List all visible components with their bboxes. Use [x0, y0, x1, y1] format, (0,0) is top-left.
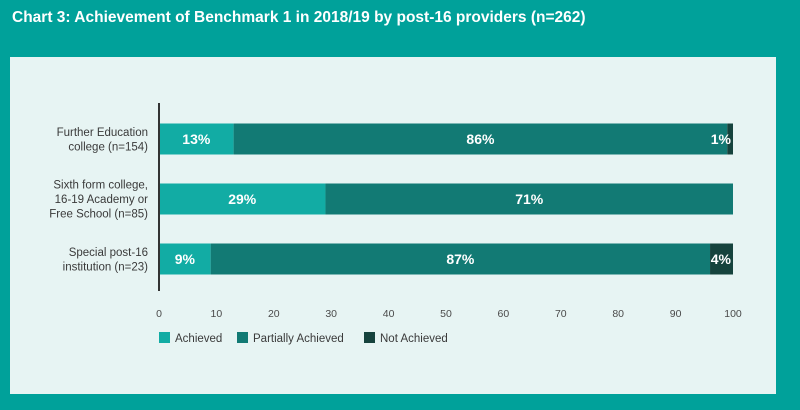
category-label-line: Special post-16 — [69, 247, 148, 259]
category-label-line: 16-19 Academy or — [55, 194, 149, 206]
x-tick-label-30: 30 — [325, 308, 337, 320]
legend-label-achieved: Achieved — [175, 333, 222, 345]
data-label-achieved-2: 9% — [175, 251, 196, 267]
category-label-line: college (n=154) — [68, 141, 148, 153]
x-tick-label-40: 40 — [383, 308, 395, 320]
category-label-line: Free School (n=85) — [49, 209, 148, 221]
bar-partially-achieved-1 — [325, 183, 733, 215]
data-label-partially-achieved-1: 71% — [515, 191, 544, 207]
legend-swatch-not-achieved — [364, 332, 375, 343]
bar-chart: 13% 86% 1% 29% 71% 9% 87% 4% Further Education co… — [49, 103, 742, 345]
data-label-not-achieved-2: 4% — [711, 251, 732, 267]
x-tick-label-100: 100 — [724, 308, 742, 320]
chart-title: Chart 3: Achievement of Benchmark 1 in 2… — [12, 9, 586, 26]
x-tick-label-90: 90 — [670, 308, 682, 320]
legend-swatch-achieved — [159, 332, 170, 343]
bar-achieved-1 — [159, 183, 326, 215]
legend-label-not-achieved: Not Achieved — [380, 333, 448, 345]
category-label-line: Further Education — [57, 127, 148, 139]
x-tick-label-0: 0 — [156, 308, 162, 320]
x-tick-label-20: 20 — [268, 308, 280, 320]
legend-swatch-partially-achieved — [237, 332, 248, 343]
x-tick-label-50: 50 — [440, 308, 452, 320]
bar-not-achieved-2 — [710, 243, 733, 275]
bar-achieved-2 — [159, 243, 211, 275]
data-label-partially-achieved-2: 87% — [446, 251, 475, 267]
category-label-0: Further Education college (n=154) — [57, 127, 149, 154]
category-label-1: Sixth form college, 16-19 Academy or Free … — [49, 180, 148, 221]
legend-label-partially-achieved: Partially Achieved — [253, 333, 344, 345]
bar-achieved-0 — [159, 123, 234, 155]
bar-partially-achieved-2 — [210, 243, 711, 275]
data-label-achieved-1: 29% — [228, 191, 257, 207]
x-tick-label-70: 70 — [555, 308, 567, 320]
data-label-partially-achieved-0: 86% — [466, 131, 495, 147]
category-label-line: Sixth form college, — [53, 180, 148, 192]
category-label-2: Special post-16 institution (n=23) — [63, 247, 149, 274]
chart-panel: 13% 86% 1% 29% 71% 9% 87% 4% Further Education co… — [10, 57, 776, 394]
x-tick-label-60: 60 — [498, 308, 510, 320]
category-label-line: institution (n=23) — [63, 261, 149, 273]
data-label-not-achieved-0: 1% — [711, 131, 732, 147]
bar-partially-achieved-0 — [233, 123, 728, 155]
data-label-achieved-0: 13% — [182, 131, 211, 147]
x-tick-label-10: 10 — [211, 308, 223, 320]
x-tick-label-80: 80 — [612, 308, 624, 320]
bar-not-achieved-0 — [727, 123, 733, 155]
